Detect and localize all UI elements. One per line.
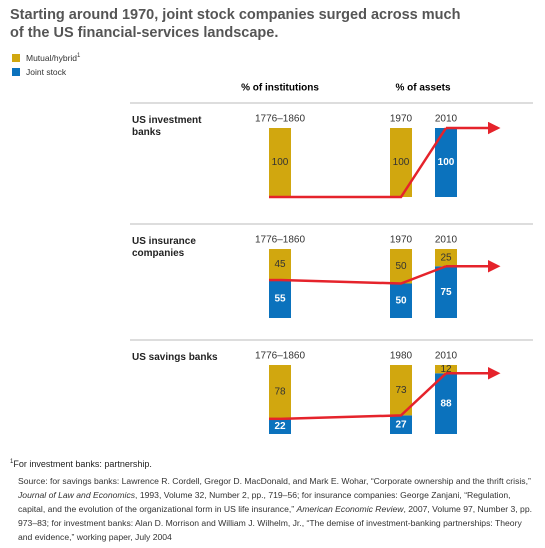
footnote-mark: 1: [77, 53, 81, 60]
bar-segment: [390, 415, 412, 434]
value-label: 22: [274, 421, 286, 432]
bar-segment: [435, 266, 457, 318]
legend-item: Mutual/hybrid1: [12, 53, 80, 63]
value-label: 75: [440, 287, 452, 298]
panel-title: US insurance companies: [132, 236, 196, 259]
category-label: 2010: [435, 351, 458, 362]
bar-segment: [435, 373, 457, 434]
value-label: 55: [274, 294, 286, 305]
value-label: 50: [395, 261, 407, 272]
category-label: 1776–1860: [255, 235, 305, 246]
legend-swatch: [12, 68, 20, 76]
legend-item: Joint stock: [12, 67, 66, 77]
category-label: 1970: [390, 235, 413, 246]
category-label: 2010: [435, 235, 458, 246]
bar-segment: [435, 128, 457, 197]
source-text: Journal of Law and Economics: [18, 490, 136, 500]
value-label: 100: [438, 157, 455, 168]
bar-segment: [435, 249, 457, 267]
title: Starting around 1970, joint stock compan…: [10, 6, 460, 42]
bar-segment: [269, 249, 291, 281]
value-label: 73: [395, 385, 407, 396]
bar-segment: [390, 249, 412, 284]
value-label: 88: [440, 398, 452, 409]
footnote-mark: 1: [10, 459, 14, 465]
value-label: 25: [440, 252, 452, 263]
trend-line: [280, 127, 448, 199]
value-label: 12: [440, 364, 452, 375]
bar-segment: [390, 128, 412, 197]
footnote: 1For investment banks: partnership.: [10, 459, 152, 469]
bar-segment: [269, 280, 291, 318]
trend-line: [279, 265, 447, 285]
bar-segment: [269, 128, 291, 197]
category-label: 2010: [435, 114, 458, 125]
value-label: 50: [395, 295, 407, 306]
footnote-text: For investment banks: partnership.: [13, 459, 152, 469]
column-header: % of institutions: [241, 83, 319, 94]
bar-segment: [269, 418, 291, 434]
bar-segment: [390, 283, 412, 318]
source-text: Source: for savings banks: Lawrence R. C…: [18, 476, 531, 486]
source-text: American Economic Review: [296, 504, 404, 514]
title-line: Starting around 1970, joint stock compan…: [10, 7, 461, 23]
legend-label: Joint stock: [26, 67, 67, 77]
bar-segment: [435, 365, 457, 374]
category-label: 1980: [390, 351, 413, 362]
legend-swatch: [12, 54, 20, 62]
panel-title: US investment banks: [132, 115, 202, 138]
category-label: 1970: [390, 114, 413, 125]
column-header: % of assets: [395, 83, 450, 94]
source-text: , 1993, Volume 32, Number 2, pp., 719–56…: [18, 490, 511, 514]
bar-segment: [269, 365, 291, 419]
value-label: 45: [274, 259, 286, 270]
bar-segment: [390, 365, 412, 416]
category-label: 1776–1860: [255, 351, 305, 362]
source-text: , 2007, Volume 97, Number 3, pp. 973–83;…: [18, 504, 532, 542]
source: Source: for savings banks: Lawrence R. C…: [18, 474, 533, 544]
trend-line: [279, 372, 447, 421]
value-label: 100: [272, 157, 289, 168]
value-label: 100: [393, 157, 410, 168]
title-line: of the US financial-services landscape.: [10, 25, 279, 41]
value-label: 27: [395, 419, 407, 430]
legend-label: Mutual/hybrid: [26, 53, 78, 63]
panel-title: US savings banks: [132, 352, 218, 363]
value-label: 78: [274, 387, 286, 398]
category-label: 1776–1860: [255, 114, 305, 125]
